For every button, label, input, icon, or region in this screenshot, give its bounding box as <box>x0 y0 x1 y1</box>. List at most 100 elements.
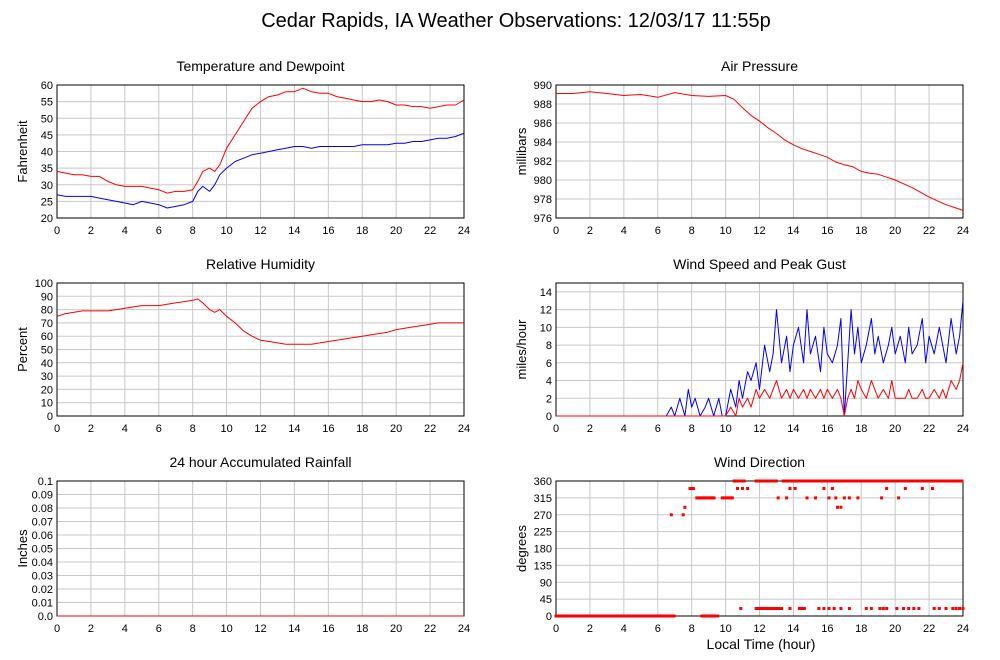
chart-panel-4: 0 2 4 6 8 10 12 14 16 18 20 22 240.00.010.020.030.04… <box>15 454 470 635</box>
x-tick-label: 10 <box>220 423 232 435</box>
scatter-point <box>741 487 744 490</box>
y-tick-label: 30 <box>41 371 53 383</box>
y-tick-label: 50 <box>41 345 53 357</box>
x-tick-label: 8 <box>689 423 695 435</box>
scatter-point <box>834 496 838 500</box>
scatter-point <box>944 607 948 610</box>
chart-title: Temperature and Dewpoint <box>176 58 344 74</box>
x-tick-label: 20 <box>889 423 901 435</box>
scatter-point <box>864 607 868 610</box>
scatter-point <box>836 505 839 509</box>
x-tick-label: 22 <box>923 423 935 435</box>
scatter-point <box>712 496 716 500</box>
x-tick-label: 2 <box>88 423 94 435</box>
y-tick-label: 0.03 <box>32 571 53 583</box>
x-tick-label: 2 <box>88 225 94 237</box>
scatter-point <box>797 607 801 610</box>
scatter-point <box>912 607 916 610</box>
chart-panel-2: 0 2 4 6 8 10 12 14 16 18 20 22 240102030405060708090… <box>15 256 470 435</box>
plot-frame <box>555 282 964 417</box>
scatter-point <box>785 496 789 500</box>
y-tick-label: 10 <box>540 322 552 334</box>
x-tick-label: 18 <box>356 423 368 435</box>
y-tick-label: 0.07 <box>32 517 53 529</box>
x-tick-label: 10 <box>220 225 232 237</box>
x-tick-label: 6 <box>655 423 661 435</box>
y-tick-label: 4 <box>546 376 552 388</box>
x-tick-label: 20 <box>390 623 402 635</box>
chart-panel-5: 0 2 4 6 8 10 12 14 16 18 20 22 240459013518022527031… <box>514 454 969 635</box>
x-tick-label: 8 <box>190 225 196 237</box>
y-tick-label: 45 <box>540 594 552 606</box>
x-tick-label: 14 <box>787 423 799 435</box>
y-tick-label: 90 <box>41 291 53 303</box>
y-tick-label: 6 <box>546 358 552 370</box>
x-axis-label: Local Time (hour) <box>707 636 816 652</box>
x-tick-label: 0 <box>54 423 60 435</box>
scatter-point <box>672 614 676 618</box>
scatter-point <box>814 496 817 500</box>
y-tick-label: 0.02 <box>32 584 53 596</box>
y-tick-label: 20 <box>41 384 53 396</box>
x-tick-label: 14 <box>288 623 300 635</box>
scatter-point <box>847 496 851 500</box>
x-tick-label: 4 <box>122 225 128 237</box>
scatter-point <box>880 496 884 500</box>
scatter-point <box>764 607 768 610</box>
x-tick-label: 4 <box>122 623 128 635</box>
scatter-point <box>777 607 781 610</box>
x-tick-label: 16 <box>821 623 833 635</box>
series-line-0 <box>56 298 464 345</box>
scatter-point <box>817 607 821 610</box>
y-tick-label: 0.09 <box>32 490 53 502</box>
y-tick-label: 20 <box>41 213 53 225</box>
series-line-1 <box>556 362 964 417</box>
scatter-point <box>757 607 761 610</box>
y-axis-label: Fahrenheit <box>15 120 30 183</box>
scatter-point <box>805 496 809 500</box>
y-tick-label: 80 <box>41 305 53 317</box>
y-tick-label: 360 <box>534 476 552 488</box>
scatter-point <box>822 487 826 490</box>
scatter-point <box>937 607 941 610</box>
chart-panel-1: 0 2 4 6 8 10 12 14 16 18 20 22 249769789809829849869… <box>514 58 969 237</box>
y-tick-label: 225 <box>534 527 552 539</box>
plot-frame <box>555 84 964 219</box>
scatter-point <box>691 487 695 490</box>
scatter-point <box>669 513 673 517</box>
y-tick-label: 35 <box>41 163 53 175</box>
x-tick-label: 20 <box>390 225 402 237</box>
scatter-point <box>827 496 831 500</box>
scatter-point <box>961 607 965 610</box>
y-tick-label: 988 <box>534 99 552 111</box>
series-line-0 <box>556 91 964 211</box>
scatter-point <box>754 607 758 610</box>
y-tick-label: 90 <box>540 577 552 589</box>
y-tick-label: 180 <box>534 544 552 556</box>
scatter-point <box>954 607 958 610</box>
x-tick-label: 18 <box>855 423 867 435</box>
x-tick-label: 14 <box>787 623 799 635</box>
scatter-point <box>769 607 773 610</box>
chart-title: 24 hour Accumulated Rainfall <box>169 454 351 470</box>
scatter-point <box>839 607 843 610</box>
x-tick-label: 6 <box>156 225 162 237</box>
x-tick-label: 12 <box>753 225 765 237</box>
x-tick-label: 12 <box>254 623 266 635</box>
y-tick-label: 315 <box>534 493 552 505</box>
y-tick-label: 0 <box>47 411 53 423</box>
y-tick-label: 55 <box>41 97 53 109</box>
x-tick-label: 12 <box>254 423 266 435</box>
y-tick-label: 60 <box>41 80 53 92</box>
scatter-point <box>827 607 831 610</box>
y-tick-label: 0.08 <box>32 503 53 515</box>
y-tick-label: 984 <box>534 137 552 149</box>
scatter-point <box>767 607 771 610</box>
x-tick-label: 10 <box>719 423 731 435</box>
chart-title: Relative Humidity <box>206 256 315 272</box>
x-tick-label: 2 <box>587 623 593 635</box>
x-tick-label: 4 <box>122 423 128 435</box>
y-tick-label: 0.0 <box>38 611 53 623</box>
x-tick-label: 20 <box>889 225 901 237</box>
y-axis-label: millibars <box>514 127 529 175</box>
